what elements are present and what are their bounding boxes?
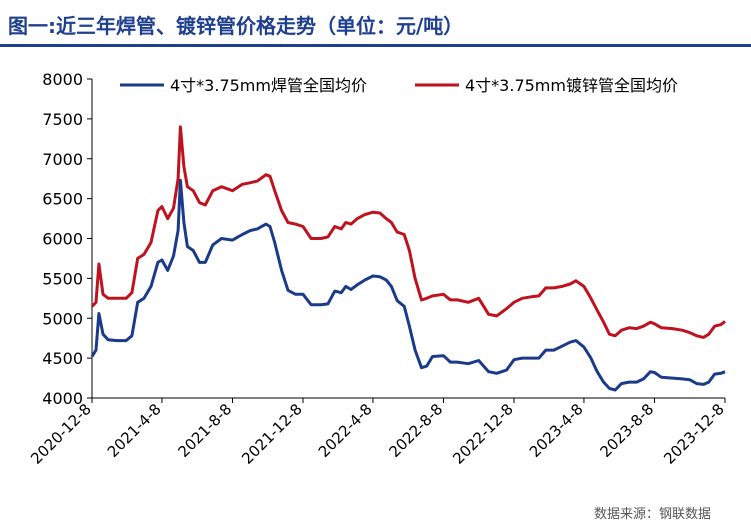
x-tick-label: 2021-4-8 [104,400,165,461]
y-axis: 4000 4500 5000 5500 6000 6500 7000 7500 8000 [42,70,93,408]
y-tick-label: 6500 [42,190,83,209]
x-tick-label: 2023-4-8 [526,400,587,461]
y-tick-label: 7500 [42,110,83,129]
data-source-note: 数据来源：钢联数据 [593,507,711,522]
x-axis: 2020-12-8 2021-4-8 2021-8-8 2021-12-8 2022-4… [27,397,728,468]
x-tick-label: 2021-8-8 [174,400,235,461]
page-title: 图一:近三年焊管、镀锌管价格走势（单位：元/吨） [8,14,464,38]
series-line-1 [90,178,726,392]
x-tick-label: 2022-8-8 [385,400,446,461]
y-tick-label: 6000 [42,230,83,249]
x-tick-label: 2020-12-8 [27,400,95,468]
x-tick-label: 2022-4-8 [315,400,376,461]
y-tick-label: 7000 [42,150,83,169]
legend-label-2: 4寸*3.75mm镀锌管全国均价 [465,76,678,95]
x-tick-label: 2023-12-8 [660,400,728,468]
y-tick-label: 8000 [42,70,83,89]
x-tick-label: 2022-12-8 [449,400,517,468]
y-tick-label: 4000 [42,389,83,408]
x-tick-label: 2021-12-8 [238,400,306,468]
x-tick-label: 2023-8-8 [596,400,657,461]
title-divider [0,44,751,47]
chart-legend: 4寸*3.75mm焊管全国均价 4寸*3.75mm镀锌管全国均价 [120,76,678,95]
y-tick-label: 5500 [42,269,83,288]
legend-label-1: 4寸*3.75mm焊管全国均价 [170,76,367,95]
y-tick-label: 4500 [42,349,83,368]
y-tick-label: 5000 [42,309,83,328]
series-line-2 [90,125,726,339]
series-layer [90,125,726,392]
